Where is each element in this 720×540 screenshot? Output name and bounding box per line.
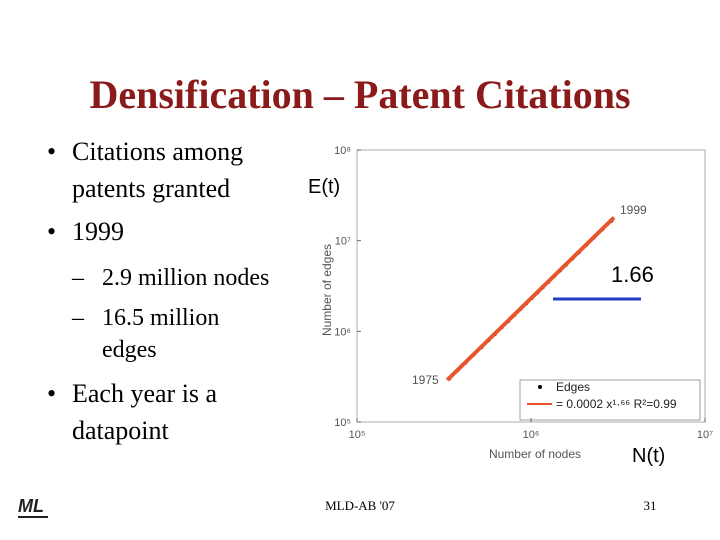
footer: MLD-AB '07 bbox=[325, 498, 395, 513]
y-tick-label: 10⁷ bbox=[335, 236, 351, 248]
logo: ML bbox=[18, 496, 44, 516]
legend-label: = 0.0002 x¹·⁶⁶ R²=0.99 bbox=[556, 397, 677, 411]
x-tick-label: 10⁵ bbox=[349, 429, 366, 441]
bullet-text: Citations among bbox=[72, 137, 243, 166]
sub-bullet-dash: – bbox=[71, 265, 85, 291]
sub-bullet-dash: – bbox=[71, 305, 85, 331]
y-tick-label: 10⁵ bbox=[334, 417, 351, 429]
bullet-text: patents granted bbox=[72, 174, 230, 203]
x-tick-label: 10⁶ bbox=[523, 429, 540, 441]
sub-bullet-text: 16.5 million bbox=[102, 305, 219, 331]
bullet-text: Each year is a bbox=[72, 379, 218, 408]
bullet-text: datapoint bbox=[72, 416, 170, 445]
slide-title: Densification – Patent Citations bbox=[89, 72, 630, 117]
annotation: 1975 bbox=[412, 373, 439, 387]
x-axis-label: Number of nodes bbox=[489, 447, 581, 461]
y-tick-label: 10⁶ bbox=[334, 326, 351, 338]
legend-label: Edges bbox=[556, 380, 590, 394]
page-number: 31 bbox=[644, 498, 657, 513]
annotation: 1.66 bbox=[611, 262, 654, 287]
annotation: 1999 bbox=[620, 203, 647, 217]
annotation: E(t) bbox=[308, 176, 340, 198]
sub-bullet-text: edges bbox=[102, 337, 157, 363]
legend-swatch bbox=[538, 385, 542, 389]
legend-box bbox=[519, 379, 701, 421]
bullet-dot: • bbox=[47, 137, 56, 166]
sub-bullet-text: 2.9 million nodes bbox=[102, 265, 269, 291]
fit-line bbox=[445, 216, 616, 382]
annotation: N(t) bbox=[632, 445, 665, 467]
bullet-dot: • bbox=[47, 379, 56, 408]
y-tick-label: 10⁸ bbox=[334, 145, 351, 157]
bullet-dot: • bbox=[47, 217, 56, 246]
y-axis-label: Number of edges bbox=[320, 244, 334, 336]
x-tick-label: 10⁷ bbox=[697, 429, 713, 441]
bullet-text: 1999 bbox=[72, 217, 124, 246]
